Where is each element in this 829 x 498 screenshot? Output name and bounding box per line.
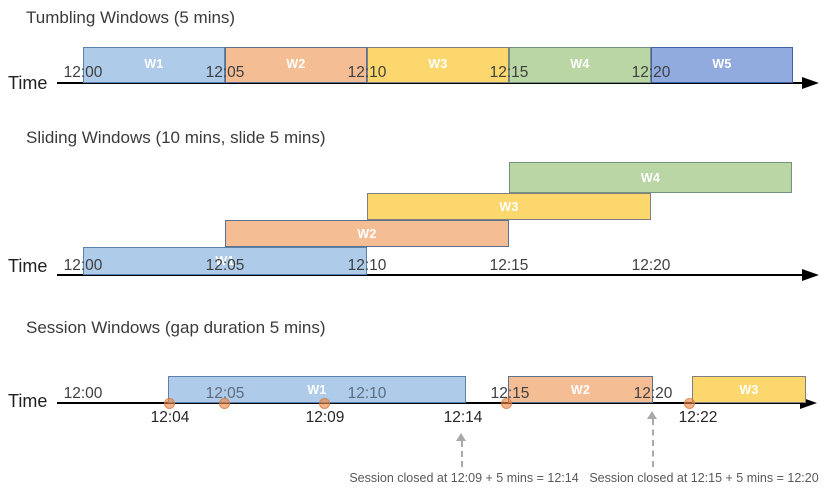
- tumbling-timeline: [57, 82, 802, 84]
- session-window-w3: W3: [692, 376, 806, 403]
- event-dot-1222: [684, 398, 695, 409]
- window-label: W1: [215, 254, 235, 268]
- tumbling-window-w2: W2: [225, 47, 367, 83]
- event-label-1209: 12:09: [305, 409, 345, 426]
- sliding-tick-1220: 12:20: [631, 257, 671, 274]
- tumbling-window-w3: W3: [367, 47, 509, 83]
- session-close-arrow-2: [652, 419, 654, 467]
- tumbling-tick-1210: 12:10: [347, 64, 387, 81]
- window-label: W1: [144, 57, 164, 71]
- sliding-window-w3: W3: [367, 193, 651, 220]
- tumbling-window-w1: W1: [83, 47, 225, 83]
- tumbling-tick-1215: 12:15: [489, 64, 529, 81]
- event-dot-1215: [501, 398, 512, 409]
- tumbling-window-w4: W4: [509, 47, 651, 83]
- session-tick-1200: 12:00: [63, 385, 103, 402]
- tumbling-tick-1220: 12:20: [631, 64, 671, 81]
- tumbling-tick-1205: 12:05: [205, 64, 245, 81]
- window-label: W2: [286, 57, 306, 71]
- window-label: W4: [640, 170, 661, 185]
- sliding-section-title: Sliding Windows (10 mins, slide 5 mins): [26, 128, 326, 147]
- session-section-title: Session Windows (gap duration 5 mins): [26, 318, 326, 337]
- session-window-w2: W2: [508, 376, 653, 403]
- sliding-timeline: [57, 274, 802, 276]
- session-tick-1215: 12:15: [490, 385, 530, 402]
- sliding-time-axis-label: Time: [8, 256, 48, 276]
- session-tick-1210: 12:10: [347, 385, 387, 402]
- window-label: W5: [712, 57, 732, 71]
- window-label: W2: [570, 382, 591, 397]
- session-tick-1205: 12:05: [205, 385, 245, 402]
- sliding-tick-1210: 12:10: [347, 257, 387, 274]
- session-timeline: [57, 402, 800, 404]
- sliding-window-w2: W2: [225, 220, 509, 247]
- session-time-axis-label: Time: [8, 391, 48, 411]
- sliding-timeline-arrow-icon: [802, 269, 819, 281]
- window-label: W3: [428, 57, 448, 71]
- tumbling-timeline-arrow-icon: [802, 77, 819, 89]
- event-dot-1204: [164, 398, 175, 409]
- event-dot-1209: [319, 398, 330, 409]
- window-label: W3: [739, 382, 759, 397]
- sliding-window-w4: W4: [509, 162, 792, 193]
- sliding-tick-1215: 12:15: [489, 257, 529, 274]
- session-tick-1220: 12:20: [633, 385, 673, 402]
- window-label: W4: [570, 57, 590, 71]
- tumbling-time-axis-label: Time: [8, 73, 48, 93]
- event-dot-1205: [219, 398, 230, 409]
- event-label-1222: 12:22: [678, 409, 718, 426]
- window-label: W1: [307, 382, 327, 397]
- tumbling-window-w5: W5: [651, 47, 793, 83]
- window-label: W2: [357, 226, 377, 241]
- session-close-annotation-1: Session closed at 12:09 + 5 mins = 12:14: [349, 471, 579, 485]
- session-window-w1: W1: [168, 376, 466, 403]
- session-close-annotation-2: Session closed at 12:15 + 5 mins = 12:20: [589, 471, 819, 485]
- sliding-tick-1200: 12:00: [63, 257, 103, 274]
- window-label: W3: [499, 199, 519, 214]
- session-close-arrow-1: [461, 441, 463, 467]
- session-close-arrow-2-head-icon: [647, 411, 657, 419]
- session-close-arrow-1-head-icon: [456, 433, 466, 441]
- event-label-1214: 12:14: [443, 409, 483, 426]
- sliding-window-w1: W1: [83, 247, 367, 275]
- tumbling-section-title: Tumbling Windows (5 mins): [26, 8, 236, 27]
- event-label-1204: 12:04: [150, 409, 190, 426]
- sliding-tick-1205: 12:05: [205, 257, 245, 274]
- tumbling-tick-1200: 12:00: [63, 64, 103, 81]
